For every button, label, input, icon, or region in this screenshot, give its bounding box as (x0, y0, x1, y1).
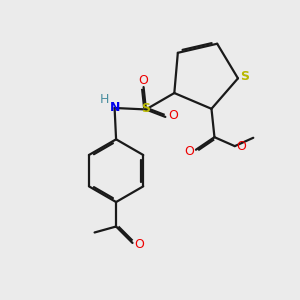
Text: O: O (168, 109, 178, 122)
Text: O: O (237, 140, 247, 153)
Text: O: O (138, 74, 148, 87)
Text: S: S (240, 70, 249, 83)
Text: H: H (100, 93, 109, 106)
Text: O: O (134, 238, 144, 251)
Text: S: S (141, 102, 150, 116)
Text: O: O (184, 145, 194, 158)
Text: N: N (110, 101, 120, 115)
